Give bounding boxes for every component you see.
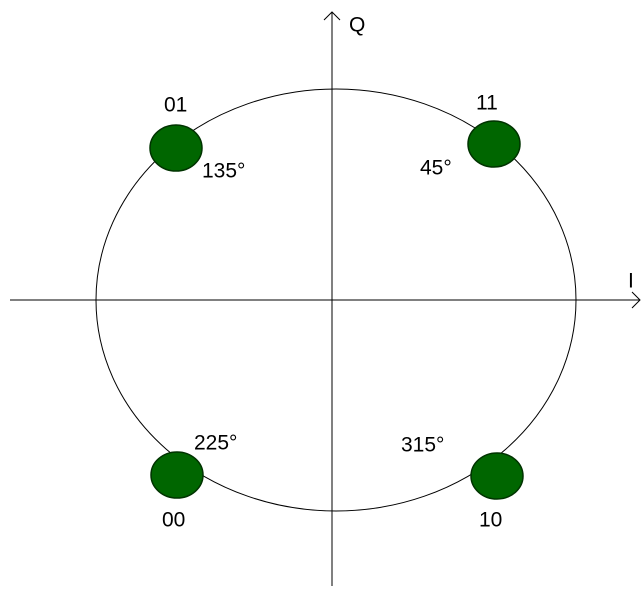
angle-label: 45°: [420, 157, 452, 180]
i-axis-arrow: [631, 291, 641, 309]
symbol-point: [150, 451, 204, 499]
symbol-point: [470, 452, 524, 500]
i-axis-label: I: [628, 270, 634, 293]
bits-label: 00: [162, 509, 185, 532]
angle-label: 225°: [194, 432, 237, 455]
q-axis-arrow: [323, 11, 341, 21]
bits-label: 01: [164, 94, 187, 117]
bits-label: 10: [479, 509, 502, 532]
bits-label: 11: [476, 92, 498, 115]
q-axis-label: Q: [349, 14, 365, 37]
symbol-point: [149, 124, 203, 172]
angle-label: 315°: [401, 434, 444, 457]
symbol-point: [467, 120, 521, 168]
angle-label: 135°: [202, 160, 245, 183]
